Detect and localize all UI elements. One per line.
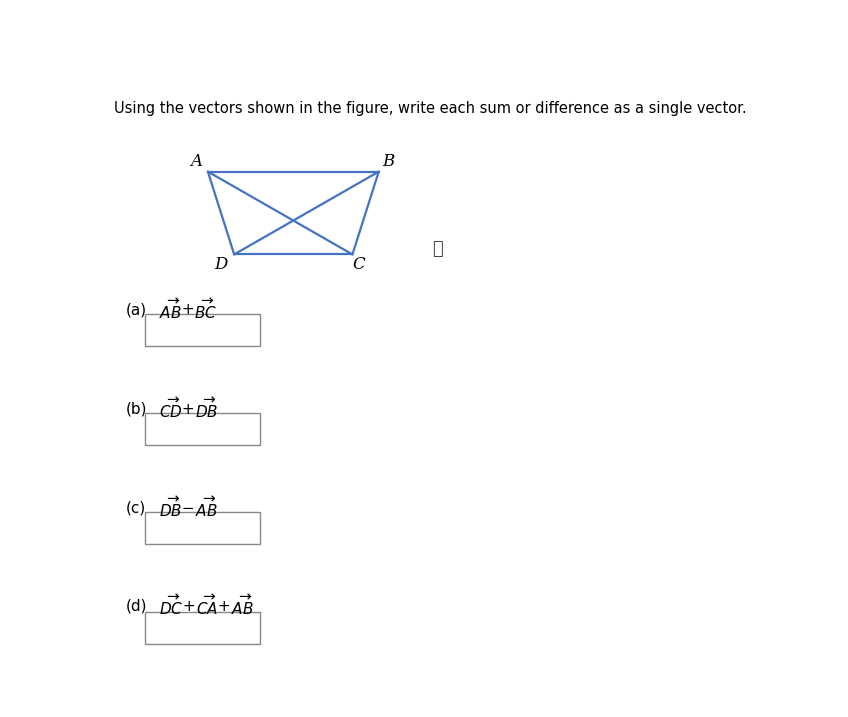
Text: $\overrightarrow{BC}$: $\overrightarrow{BC}$ [194, 298, 217, 322]
Text: $\overrightarrow{AB}$: $\overrightarrow{AB}$ [231, 594, 254, 618]
Text: $\overrightarrow{AB}$: $\overrightarrow{AB}$ [159, 298, 181, 322]
Text: +: + [176, 302, 199, 317]
Text: A: A [190, 153, 202, 170]
Text: (a): (a) [126, 302, 147, 317]
Text: (b): (b) [126, 402, 148, 417]
Text: $\overrightarrow{DB}$: $\overrightarrow{DB}$ [159, 496, 181, 521]
Text: B: B [382, 153, 394, 170]
Text: $\overrightarrow{CA}$: $\overrightarrow{CA}$ [196, 594, 218, 618]
Text: +: + [178, 599, 200, 614]
Text: +: + [213, 599, 236, 614]
Text: C: C [353, 256, 365, 273]
Text: $\overrightarrow{CD}$: $\overrightarrow{CD}$ [159, 397, 182, 421]
Text: $\overrightarrow{AB}$: $\overrightarrow{AB}$ [195, 496, 218, 521]
Text: Using the vectors shown in the figure, write each sum or difference as a single : Using the vectors shown in the figure, w… [114, 102, 746, 116]
Bar [146, 413, 260, 445]
Text: −: − [177, 501, 199, 516]
Text: D: D [215, 256, 228, 273]
Text: (c): (c) [126, 501, 146, 516]
Text: +: + [177, 402, 200, 417]
Text: (d): (d) [126, 599, 148, 614]
Bar [146, 612, 260, 644]
Text: ⓘ: ⓘ [432, 240, 444, 258]
Text: $\overrightarrow{DC}$: $\overrightarrow{DC}$ [159, 594, 183, 618]
Bar [146, 313, 260, 346]
Bar [146, 512, 260, 544]
Text: $\overrightarrow{DB}$: $\overrightarrow{DB}$ [195, 397, 218, 421]
